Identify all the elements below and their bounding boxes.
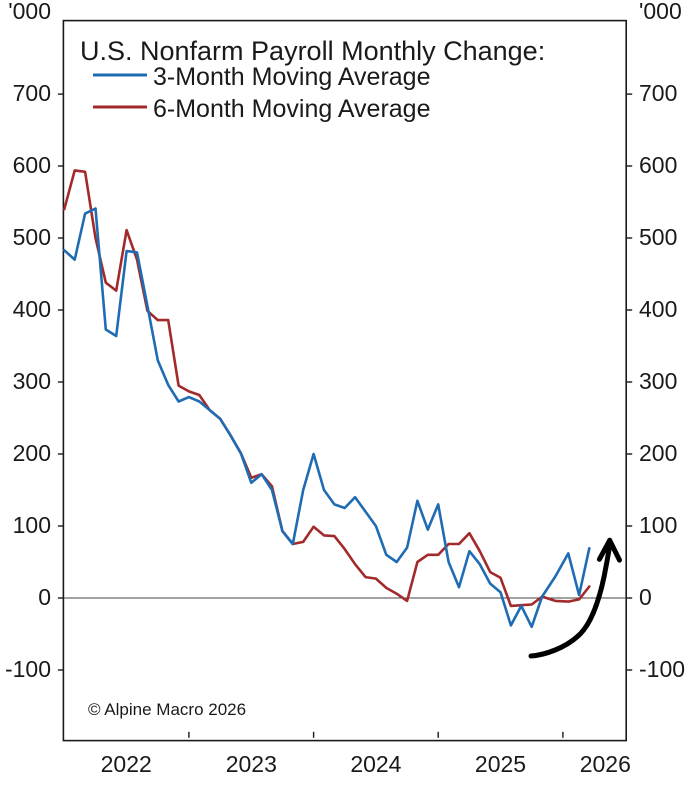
svg-text:100: 100 [13, 512, 51, 538]
svg-text:© Alpine Macro 2026: © Alpine Macro 2026 [88, 700, 246, 719]
svg-text:0: 0 [38, 584, 51, 610]
svg-text:U.S. Nonfarm Payroll Monthly C: U.S. Nonfarm Payroll Monthly Change: [80, 36, 545, 66]
svg-text:'000: '000 [639, 0, 682, 24]
svg-text:700: 700 [13, 80, 51, 106]
svg-text:400: 400 [639, 296, 677, 322]
svg-text:2023: 2023 [226, 751, 277, 777]
svg-text:-100: -100 [5, 656, 51, 682]
svg-text:-100: -100 [639, 656, 685, 682]
svg-text:3-Month Moving Average: 3-Month Moving Average [153, 63, 430, 91]
svg-text:500: 500 [13, 224, 51, 250]
svg-text:200: 200 [13, 440, 51, 466]
svg-text:100: 100 [639, 512, 677, 538]
svg-text:400: 400 [13, 296, 51, 322]
svg-text:'000: '000 [8, 0, 51, 24]
svg-text:0: 0 [639, 584, 652, 610]
svg-text:500: 500 [639, 224, 677, 250]
svg-text:6-Month Moving Average: 6-Month Moving Average [153, 95, 430, 123]
svg-text:300: 300 [13, 368, 51, 394]
svg-text:600: 600 [639, 152, 677, 178]
svg-text:300: 300 [639, 368, 677, 394]
svg-text:2022: 2022 [101, 751, 152, 777]
svg-text:2024: 2024 [350, 751, 401, 777]
svg-text:2026: 2026 [580, 751, 631, 777]
svg-text:2025: 2025 [475, 751, 526, 777]
svg-text:200: 200 [639, 440, 677, 466]
svg-text:600: 600 [13, 152, 51, 178]
svg-text:700: 700 [639, 80, 677, 106]
